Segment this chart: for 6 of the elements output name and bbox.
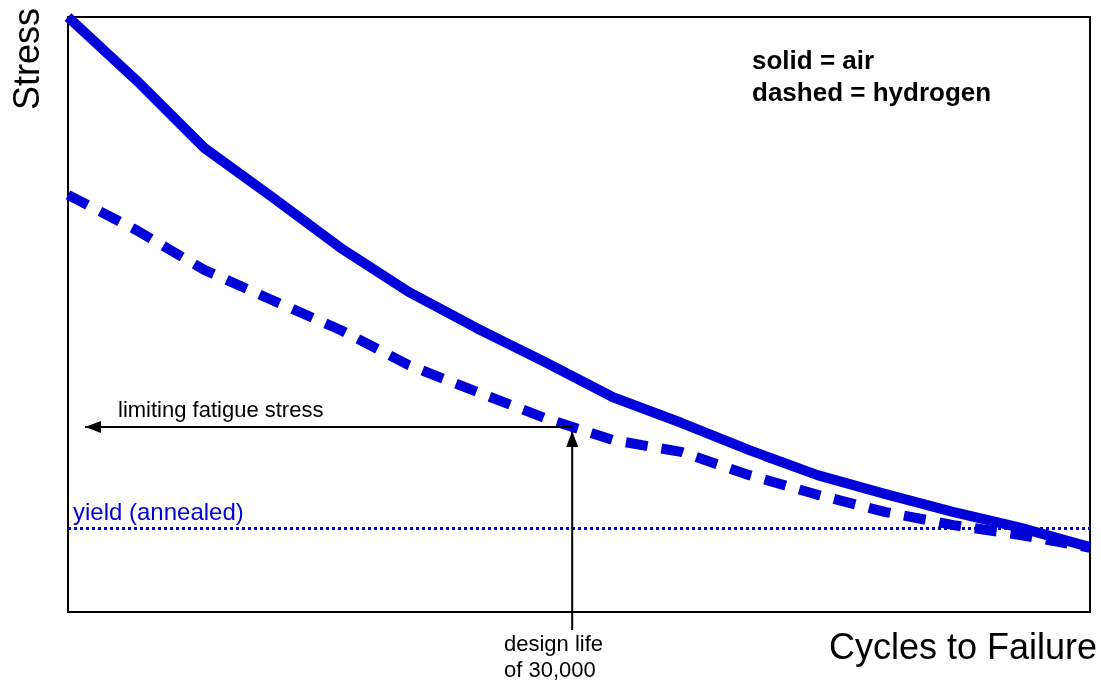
annotation: solid = air dashed = hydrogen [752,45,992,107]
ref-line-label: yield (annealed) [73,498,244,526]
text: design life of 30,000 [504,630,604,682]
y-axis-title: Stress [5,7,47,111]
annotation: limiting fatigue stress [118,396,324,422]
x-axis-title: Cycles to Failure [828,625,1098,667]
